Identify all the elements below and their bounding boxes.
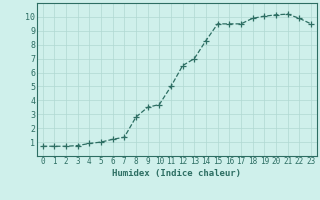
X-axis label: Humidex (Indice chaleur): Humidex (Indice chaleur) [112,169,241,178]
